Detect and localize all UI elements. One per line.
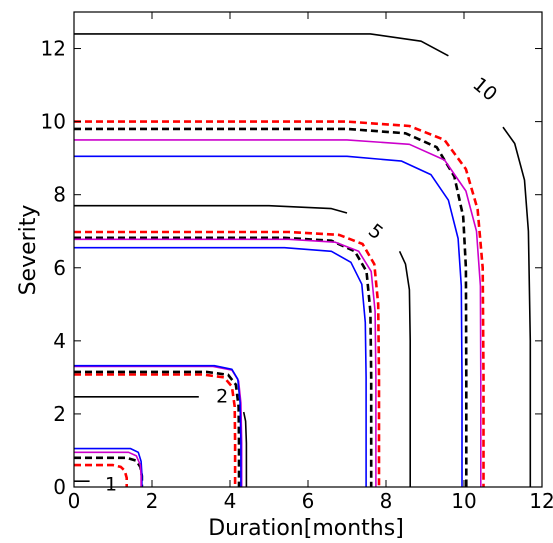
contour-label-5: 5	[364, 220, 387, 245]
series-line-solid-black-2	[242, 411, 248, 487]
y-tick-label: 0	[53, 475, 66, 499]
y-tick-label: 4	[53, 329, 66, 353]
series-line-dashed-red-19	[74, 120, 485, 487]
series-line-solid-magenta-21	[74, 139, 482, 487]
x-tick-label: 12	[529, 489, 553, 513]
y-tick-label: 2	[53, 402, 66, 426]
series-line-dashed-red-15	[74, 230, 381, 487]
contour-label-2: 2	[216, 386, 228, 408]
x-axis-title: Duration[months]	[208, 516, 404, 541]
series-line-solid-black-3	[74, 204, 348, 214]
contour-label-10: 10	[468, 73, 501, 105]
series-line-solid-black-4	[398, 250, 412, 487]
series-line-solid-black-6	[502, 126, 532, 487]
series-line-solid-black-5	[74, 33, 449, 57]
x-tick-label: 2	[146, 489, 159, 513]
x-tick-label: 6	[302, 489, 315, 513]
series-line-solid-magenta-13	[74, 365, 243, 487]
x-tick-label: 0	[68, 489, 81, 513]
y-tick-label: 10	[41, 110, 66, 134]
y-tick-label: 6	[53, 256, 66, 280]
y-tick-label: 12	[41, 37, 66, 61]
series-line-dashed-black-12	[74, 370, 241, 487]
x-tick-label: 8	[380, 489, 393, 513]
series-line-dashed-black-20	[74, 127, 468, 487]
series-line-solid-blue-18	[74, 246, 367, 487]
x-tick-label: 10	[451, 489, 476, 513]
series-line-dashed-black-16	[74, 236, 373, 487]
contour-label-1: 1	[105, 473, 117, 495]
y-axis-title: Severity	[16, 205, 41, 296]
series-line-solid-magenta-10	[74, 451, 142, 487]
series-line-solid-magenta-17	[74, 238, 377, 487]
x-tick-label: 4	[224, 489, 237, 513]
series-line-solid-blue-22	[74, 155, 463, 487]
series-line-dashed-red-7	[74, 463, 128, 487]
y-tick-label: 8	[53, 183, 66, 207]
series-line-solid-blue-14	[74, 364, 242, 487]
series-line-dashed-red-11	[74, 373, 237, 487]
